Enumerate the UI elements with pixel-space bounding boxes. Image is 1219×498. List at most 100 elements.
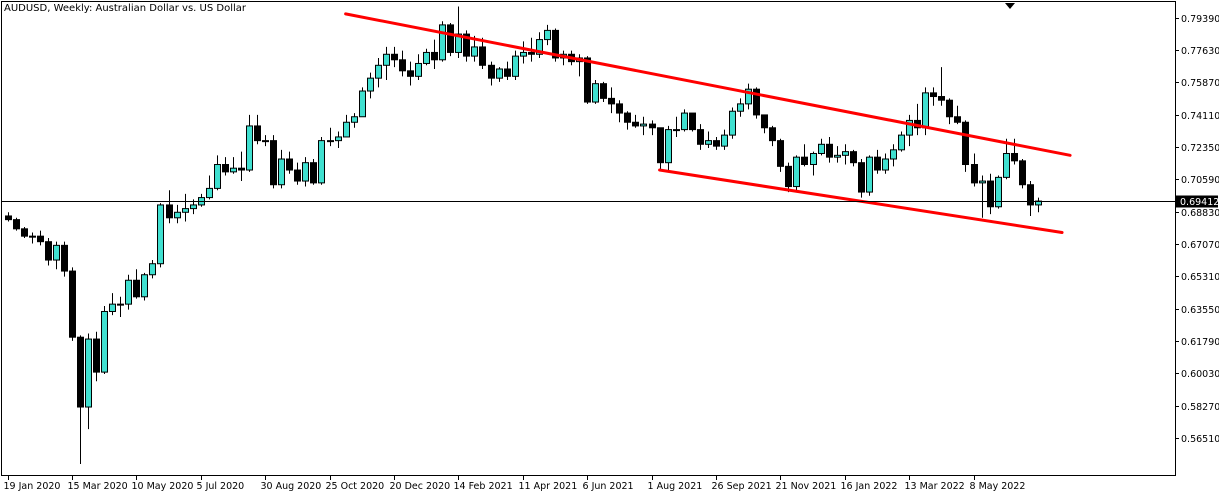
candle-bearish [488, 64, 495, 79]
candle-bullish [705, 140, 712, 145]
candle-bullish [665, 129, 672, 164]
candle-bearish [463, 33, 470, 57]
x-tick-label: 1 Aug 2021 [648, 481, 703, 492]
y-tick-label: 0.67070 [1181, 240, 1219, 251]
candle-bullish [423, 51, 430, 64]
x-tick-label: 5 Jul 2020 [197, 481, 245, 492]
candle-bearish [608, 97, 615, 105]
candle-bullish [810, 152, 817, 166]
candle-bearish [310, 162, 317, 184]
candle-bearish [93, 338, 100, 373]
candle-bullish [842, 151, 849, 156]
y-tick-label: 0.75870 [1181, 78, 1219, 89]
candle-bullish [439, 24, 446, 61]
candle-bullish [190, 204, 197, 210]
candle-bearish [1019, 160, 1026, 186]
candle-bullish [455, 33, 462, 53]
candle-bullish [327, 140, 334, 143]
x-tick-label: 26 Sep 2021 [712, 481, 772, 492]
candle-bearish [954, 116, 961, 123]
candle-bearish [1011, 152, 1018, 162]
candle-bearish [858, 162, 865, 193]
candle-bearish [431, 51, 438, 61]
candle-bearish [45, 241, 52, 261]
candle-bearish [962, 121, 969, 166]
candle-bullish [53, 244, 60, 261]
current-price-box [1176, 195, 1218, 208]
candle-bullish [109, 303, 116, 312]
candle-bullish [375, 64, 382, 79]
candle-bullish [157, 204, 164, 265]
y-tick-label: 0.68830 [1181, 208, 1219, 219]
candle-bearish [222, 164, 229, 173]
candle-bearish [930, 92, 937, 98]
candle-bullish [995, 176, 1002, 208]
candle-bearish [391, 53, 398, 61]
candle-bearish [13, 219, 20, 230]
candle-bullish [834, 154, 841, 158]
candle-bearish [874, 156, 881, 171]
candle-bearish [584, 57, 591, 103]
candle-bearish [987, 180, 994, 208]
candle-bearish [753, 88, 760, 116]
trendline[interactable] [344, 12, 1072, 157]
candle-bearish [1027, 184, 1034, 206]
x-tick-label: 20 Dec 2020 [390, 481, 451, 492]
candle-bullish [141, 274, 148, 298]
candle-bearish [238, 167, 245, 171]
candle-bullish [125, 279, 132, 305]
y-tick-label: 0.72350 [1181, 143, 1219, 154]
candle-bullish [117, 303, 124, 306]
candle-bearish [850, 151, 857, 164]
candle-bearish [133, 279, 140, 298]
candle-bullish [318, 140, 325, 184]
candle-bullish [922, 92, 929, 129]
chart-shift-marker[interactable] [1005, 3, 1015, 9]
y-tick-label: 0.56510 [1181, 434, 1219, 445]
candle-bullish [214, 164, 221, 189]
candle-bearish [657, 127, 664, 164]
plot-frame [1, 1, 1176, 476]
candle-bullish [359, 90, 366, 118]
x-tick-label: 19 Jan 2020 [4, 481, 61, 492]
candle-bearish [632, 121, 639, 127]
candle-bullish [520, 51, 527, 57]
candle-bullish [882, 158, 889, 171]
y-tick-label: 0.74110 [1181, 111, 1219, 122]
candle-bearish [785, 165, 792, 188]
y-tick-label: 0.70590 [1181, 175, 1219, 186]
candle-bullish [898, 134, 905, 151]
candle-bearish [528, 51, 535, 55]
candle-bullish [979, 180, 986, 184]
y-tick-label: 0.79390 [1181, 14, 1219, 25]
candle-bearish [616, 103, 623, 114]
candle-bearish [649, 123, 656, 129]
candle-bullish [182, 208, 189, 213]
candle-bullish [640, 123, 647, 127]
candle-bullish [890, 149, 897, 160]
x-tick-label: 11 Apr 2021 [519, 481, 578, 492]
x-tick-label: 21 Nov 2021 [776, 481, 837, 492]
candle-bullish [496, 68, 503, 79]
candle-bearish [971, 164, 978, 184]
candle-bullish [737, 103, 744, 112]
y-tick-label: 0.61790 [1181, 337, 1219, 348]
candle-bearish [777, 140, 784, 167]
x-tick-label: 8 May 2022 [970, 481, 1026, 492]
candle-bearish [270, 140, 277, 186]
candle-bullish [262, 140, 269, 143]
candle-bullish [592, 83, 599, 103]
candle-bullish [415, 62, 422, 77]
candle-bearish [826, 143, 833, 158]
candle-bullish [721, 134, 728, 147]
y-tick-label: 0.60030 [1181, 369, 1219, 380]
candle-bearish [769, 127, 776, 142]
candle-bearish [21, 228, 28, 237]
x-tick-label: 15 Mar 2020 [68, 481, 128, 492]
candle-bearish [37, 235, 44, 243]
candle-bearish [5, 215, 12, 221]
y-tick-label: 0.77630 [1181, 46, 1219, 57]
candle-bullish [1003, 152, 1010, 178]
candle-bullish [206, 187, 213, 199]
